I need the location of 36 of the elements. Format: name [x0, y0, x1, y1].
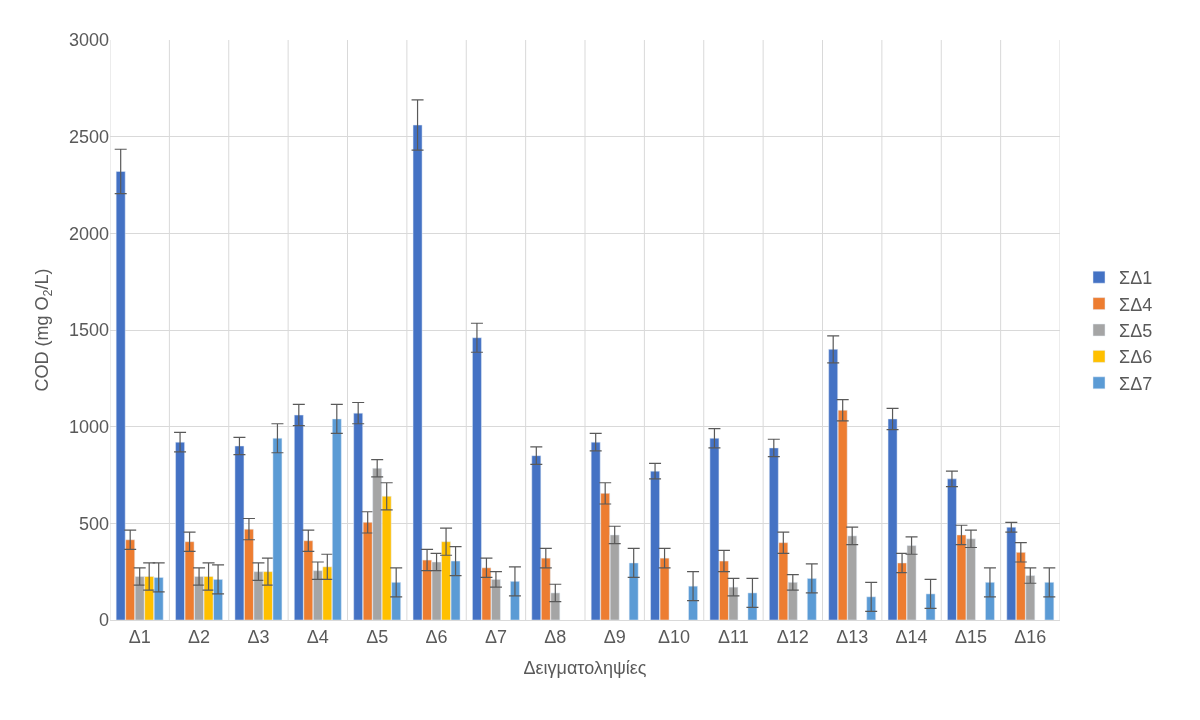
bar [510, 581, 520, 620]
x-tick-label: Δ4 [306, 626, 329, 647]
legend-label: ΣΔ4 [1119, 294, 1153, 315]
bar [628, 562, 639, 620]
y-tick-label: 1500 [68, 320, 109, 341]
bar [747, 592, 758, 620]
x-tick-label: Δ10 [658, 626, 691, 647]
y-tick-label: 500 [78, 513, 109, 534]
bar [985, 582, 995, 620]
legend-label: ΣΔ6 [1119, 347, 1153, 368]
x-tick-label: Δ7 [484, 626, 507, 647]
y-tick-label: 0 [98, 610, 109, 631]
x-tick-label: Δ13 [836, 626, 869, 647]
x-tick-label: Δ15 [954, 626, 987, 647]
x-tick-label: Δ14 [895, 626, 928, 647]
x-tick-label: Δ1 [128, 626, 151, 647]
bar [807, 578, 817, 620]
x-tick-label: Δ11 [718, 626, 749, 647]
x-tick-label: Δ6 [425, 626, 448, 647]
y-tick-label: 2500 [68, 126, 109, 147]
x-tick-label: Δ2 [188, 626, 211, 647]
x-tick-label: Δ12 [776, 626, 809, 647]
y-tick-label: 3000 [68, 30, 109, 51]
x-tick-label: Δ8 [544, 626, 567, 647]
legend-label: ΣΔ1 [1119, 268, 1153, 289]
x-tick-label: Δ9 [603, 626, 626, 647]
legend-label: ΣΔ7 [1119, 373, 1153, 394]
x-tick-label: Δ3 [247, 626, 270, 647]
legend-label: ΣΔ5 [1119, 321, 1153, 342]
x-axis-title: Δειγματοληψίες [523, 657, 647, 678]
bar [925, 593, 936, 620]
bar [1044, 582, 1055, 620]
y-tick-label: 2000 [68, 223, 109, 244]
x-tick-label: Δ5 [366, 626, 389, 647]
x-tick-label: Δ16 [1014, 626, 1047, 647]
y-tick-label: 1000 [68, 416, 109, 437]
